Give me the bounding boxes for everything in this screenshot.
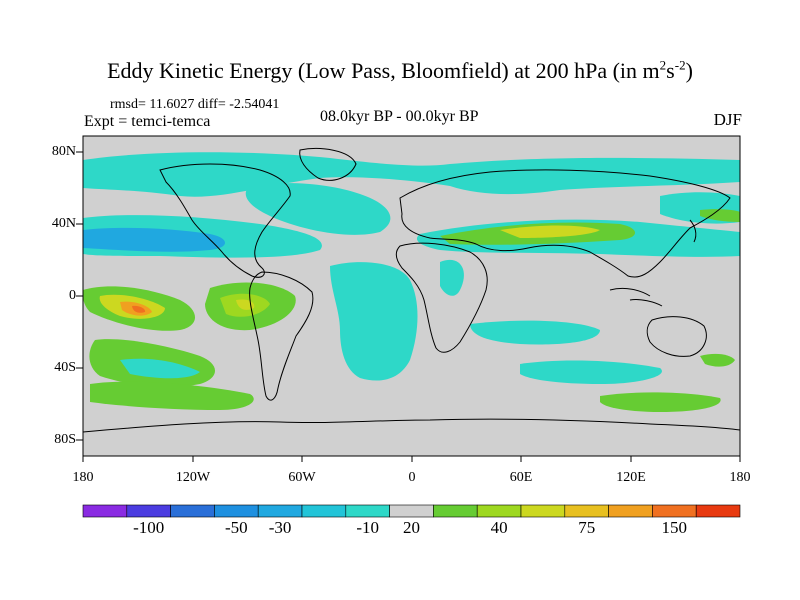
colorbar-swatch-6 (345, 504, 390, 518)
field-nh-pacific-green (700, 209, 740, 222)
field-south-indian-green (600, 392, 721, 412)
lon-label-180e: 180 (729, 470, 751, 485)
field-south-pacific-green (90, 381, 254, 410)
field-australia-green (700, 353, 735, 367)
colorbar-label: -50 (224, 518, 248, 537)
colorbar-label: 40 (490, 518, 508, 537)
colorbar-swatch-4 (257, 504, 303, 518)
field-pacific-red (132, 305, 146, 313)
field-south-indian-cyan (520, 360, 662, 384)
title-sup-2: -2 (674, 57, 686, 73)
coastline-greenland (299, 148, 357, 181)
experiment-text: Expt = temci-temca (84, 113, 211, 130)
axis-ticks (76, 151, 741, 462)
colorbar-swatch-5 (301, 504, 347, 518)
colorbar-swatch-11 (564, 504, 609, 518)
title-close: ) (685, 58, 693, 83)
colorbar-swatch-1 (126, 504, 171, 518)
lon-label-120w: 120W (175, 470, 211, 485)
lon-label-120e: 120E (616, 470, 646, 485)
coastline-north-america (159, 163, 291, 278)
period-text: 08.0kyr BP - 00.0kyr BP (320, 108, 479, 125)
colorbar-swatch-10 (520, 504, 566, 518)
lat-label-80s: 80S (54, 432, 76, 447)
lon-label-180w: 180 (72, 470, 94, 485)
title-mid: s (666, 58, 675, 83)
colorbar-swatch-7 (389, 504, 434, 518)
coastline-antarctica (82, 418, 741, 433)
lat-label-80n: 80N (51, 144, 76, 159)
field-north-atlantic (245, 183, 391, 235)
colorbar-swatch-13 (652, 504, 697, 518)
colorbar-swatch-8 (433, 504, 478, 518)
colorbar-label: 150 (661, 518, 688, 537)
colorbar-swatch-9 (476, 504, 522, 518)
lat-label-40n: 40N (51, 216, 76, 231)
coastline-indonesia (609, 287, 663, 307)
coastline-south-america (249, 271, 314, 401)
lon-label-60w: 60W (288, 470, 316, 485)
lat-label-0: 0 (69, 288, 76, 303)
field-nh-jet-east-core (500, 225, 600, 238)
colorbar-swatch-0 (82, 504, 128, 518)
colorbar-label: -10 (356, 518, 380, 537)
lon-label-60e: 60E (509, 470, 533, 485)
field-south-america-core (236, 299, 255, 310)
coastlines (82, 148, 741, 433)
title-sup-1: 2 (659, 57, 667, 73)
lon-label-0: 0 (408, 470, 416, 485)
field-south-atlantic (330, 262, 418, 381)
coastline-eurasia (399, 169, 731, 278)
colorbar (82, 504, 741, 518)
colorbar-label: -100 (133, 518, 165, 537)
lat-label-40s: 40S (54, 360, 76, 375)
field-indian-ocean (470, 320, 600, 345)
colorbar-swatch-3 (214, 504, 259, 518)
field-contours (82, 152, 740, 412)
season-text: DJF (713, 110, 742, 129)
field-africa-band (440, 259, 464, 296)
title-main: Eddy Kinetic Energy (Low Pass, Bloomfiel… (107, 58, 660, 83)
field-arctic-band (83, 152, 740, 197)
coastline-japan (689, 219, 697, 243)
map-title: Eddy Kinetic Energy (Low Pass, Bloomfiel… (0, 58, 800, 84)
colorbar-label: -30 (268, 518, 292, 537)
field-nh-jet-west-core (83, 227, 225, 252)
stats-text: rmsd= 11.6027 diff= -2.54041 (110, 97, 280, 112)
colorbar-swatch-12 (608, 504, 653, 518)
colorbar-label: 20 (403, 518, 420, 537)
field-southern-ocean-west-cyan (120, 358, 200, 379)
colorbar-label: 75 (578, 518, 596, 537)
coastline-australia (646, 316, 707, 357)
colorbar-swatch-14 (695, 504, 741, 518)
coastline-africa (395, 242, 488, 353)
colorbar-swatch-2 (170, 504, 215, 518)
